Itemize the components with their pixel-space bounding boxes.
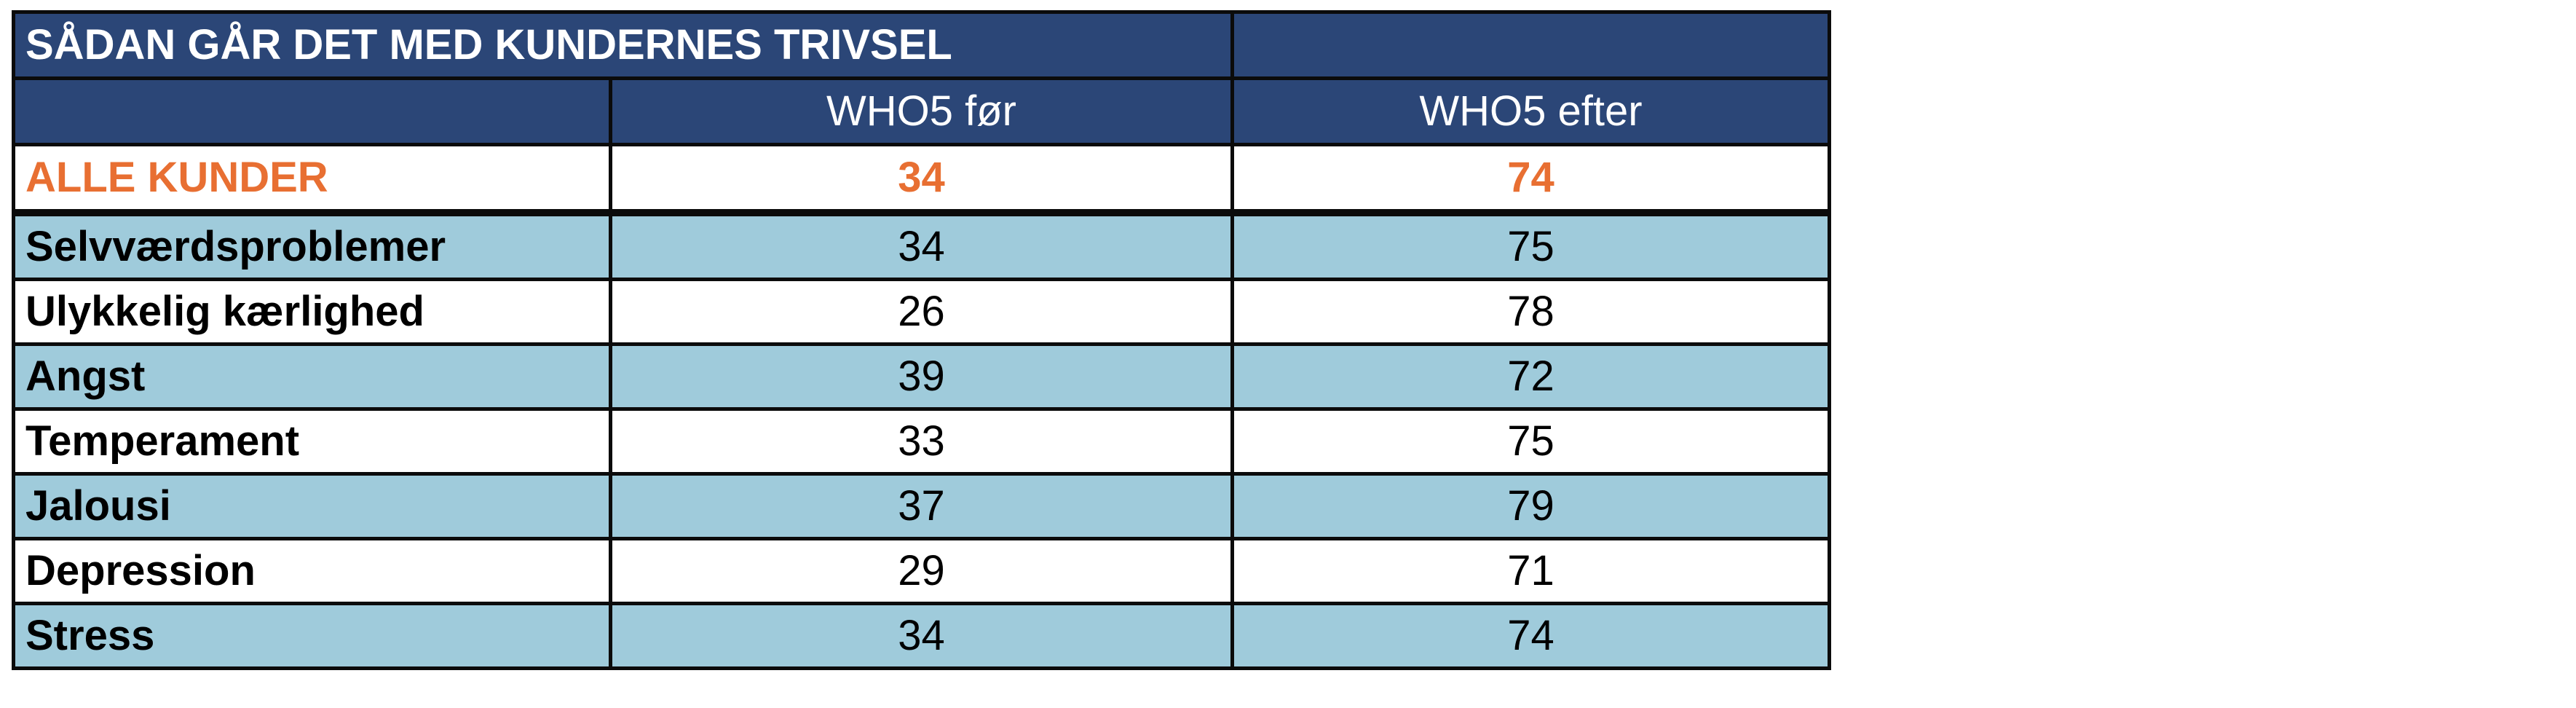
row-label: Jalousi [12,472,612,540]
wellbeing-table-container: SÅDAN GÅR DET MED KUNDERNES TRIVSEL WHO5… [11,10,1832,670]
title-row: SÅDAN GÅR DET MED KUNDERNES TRIVSEL [11,10,1832,80]
row-label: Selvværdsproblemer [12,211,612,281]
table-row: Temperament 33 75 [12,407,1832,476]
row-after: 71 [1230,537,1832,605]
column-header-after: WHO5 efter [1230,76,1832,146]
row-before: 37 [608,472,1235,540]
row-label: Ulykkelig kærlighed [12,278,612,346]
row-after: 72 [1230,342,1832,411]
summary-row: ALLE KUNDER 34 74 [12,143,1832,216]
row-after: 74 [1230,602,1832,670]
column-header-category [12,76,612,146]
table-row: Angst 39 72 [12,342,1832,411]
table-row: Stress 34 74 [12,602,1832,670]
row-label: Depression [12,537,612,605]
summary-after: 74 [1230,143,1832,216]
row-before: 34 [608,211,1235,281]
row-after: 78 [1230,278,1832,346]
table-row: Selvværdsproblemer 34 75 [12,211,1832,281]
table-row: Ulykkelig kærlighed 26 78 [12,278,1832,346]
wellbeing-table: SÅDAN GÅR DET MED KUNDERNES TRIVSEL WHO5… [11,10,1832,670]
row-before: 39 [608,342,1235,411]
row-after: 75 [1230,211,1832,281]
row-label: Temperament [12,407,612,476]
summary-before: 34 [608,143,1235,216]
row-after: 79 [1230,472,1832,540]
column-header-before: WHO5 før [608,76,1235,146]
row-before: 29 [608,537,1235,605]
header-row: WHO5 før WHO5 efter [12,76,1832,146]
row-after: 75 [1230,407,1832,476]
row-before: 34 [608,602,1235,670]
title-empty-cell [1230,10,1832,80]
table-row: Depression 29 71 [12,537,1832,605]
row-before: 26 [608,278,1235,346]
table-title: SÅDAN GÅR DET MED KUNDERNES TRIVSEL [11,10,1235,80]
summary-label: ALLE KUNDER [12,143,612,216]
row-label: Stress [12,602,612,670]
row-before: 33 [608,407,1235,476]
table-row: Jalousi 37 79 [12,472,1832,540]
row-label: Angst [12,342,612,411]
